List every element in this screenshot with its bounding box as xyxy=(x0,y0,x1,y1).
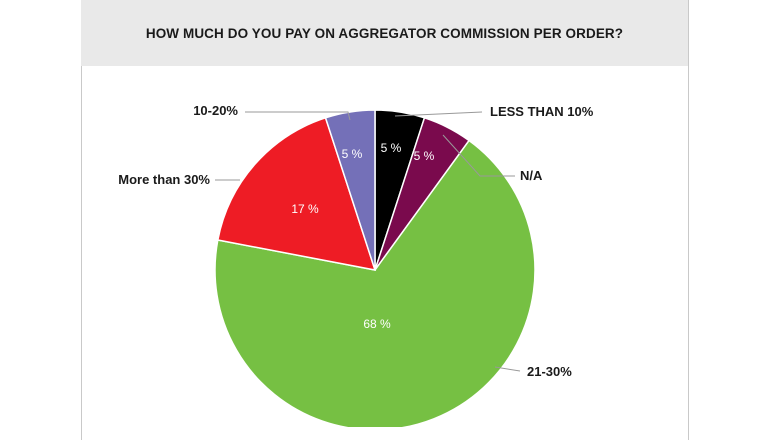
slice-value-label: 17 % xyxy=(291,202,319,216)
pie-labels: 5 % LESS THAN 10% 5 % N/A 68 % 21-30% 17 % More… xyxy=(118,103,593,379)
chart-title: HOW MUCH DO YOU PAY ON AGGREGATOR COMMIS… xyxy=(145,25,624,41)
category-label: LESS THAN 10% xyxy=(490,104,594,119)
pie-slices xyxy=(214,109,536,427)
slice-value-label: 68 % xyxy=(363,317,391,331)
category-label: More than 30% xyxy=(118,172,210,187)
pie-slice-3 xyxy=(214,139,536,427)
category-label: 21-30% xyxy=(527,364,572,379)
slice-value-label: 5 % xyxy=(414,149,435,163)
leader-line xyxy=(394,111,483,117)
leader-line xyxy=(245,111,351,121)
title-band: HOW MUCH DO YOU PAY ON AGGREGATOR COMMIS… xyxy=(81,0,688,66)
pie-slice-5 xyxy=(324,109,376,271)
category-label: N/A xyxy=(520,168,543,183)
leader-line xyxy=(442,134,515,177)
slice-value-label: 5 % xyxy=(381,141,402,155)
pie-slice-4 xyxy=(216,116,377,271)
slice-value-label: 5 % xyxy=(342,147,363,161)
category-label: 10-20% xyxy=(193,103,238,118)
leader-lines xyxy=(215,111,521,372)
pie-chart: 5 % LESS THAN 10% 5 % N/A 68 % 21-30% 17 % More… xyxy=(118,103,594,427)
leader-line xyxy=(494,366,521,372)
